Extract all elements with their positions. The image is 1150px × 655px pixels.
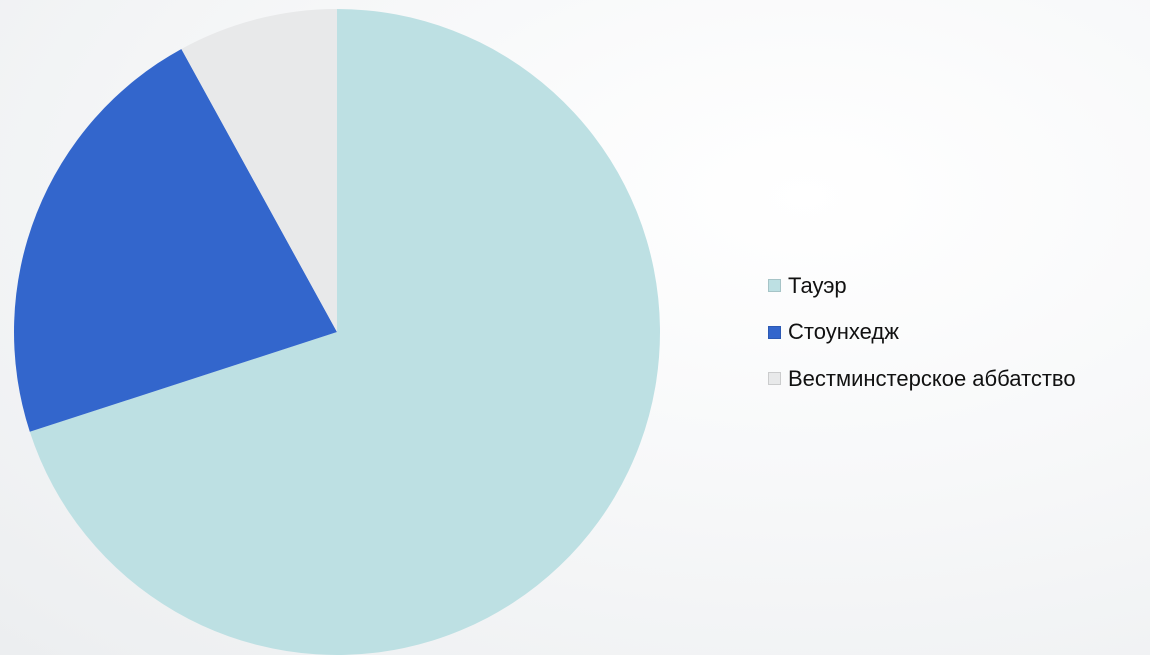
pie-slice-stonehenge — [14, 48, 338, 432]
legend-item-westminster-abbey: Вестминстерское аббатство — [768, 365, 1076, 391]
legend: Тауэр Стоунхедж Вестминстерское аббатств… — [768, 272, 1076, 414]
legend-swatch-westminster-abbey — [768, 372, 781, 385]
legend-swatch-tower — [768, 279, 781, 292]
legend-label-westminster-abbey: Вестминстерское аббатство — [788, 365, 1076, 391]
legend-item-tower: Тауэр — [768, 272, 1076, 298]
legend-label-tower: Тауэр — [788, 272, 847, 298]
pie-slice-westminster-abbey — [181, 8, 337, 332]
legend-label-stonehenge: Стоунхедж — [788, 319, 899, 344]
legend-item-stonehenge: Стоунхедж — [768, 319, 1076, 344]
pie-slices — [14, 8, 661, 655]
legend-swatch-stonehenge — [768, 325, 781, 339]
pie-slice-tower — [29, 9, 661, 655]
